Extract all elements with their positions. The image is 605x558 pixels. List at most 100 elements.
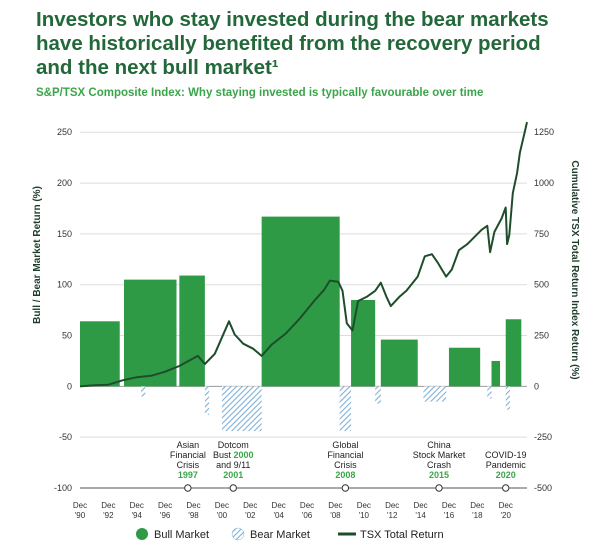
x-tick-label: '96	[160, 511, 171, 520]
chart-title: Investors who stay invested during the b…	[36, 8, 596, 80]
bear-bar	[221, 386, 262, 432]
event-year-inline: 2000	[233, 450, 253, 460]
event-label: Crisis	[177, 460, 200, 470]
x-tick-label: '16	[444, 511, 455, 520]
chart-subtitle: S&P/TSX Composite Index: Why staying inv…	[36, 87, 484, 99]
x-tick-label: Dec	[413, 501, 427, 510]
x-tick-label: Dec	[215, 501, 229, 510]
left-tick-label: 150	[57, 229, 72, 239]
event-label: Global	[332, 440, 358, 450]
event-label: Stock Market	[413, 450, 466, 460]
bull-bar	[380, 339, 418, 387]
left-tick-label: 250	[57, 127, 72, 137]
event-marker	[502, 484, 510, 492]
x-axis: Dec'90Dec'92Dec'94Dec'96Dec'98Dec'00Dec'…	[73, 501, 513, 520]
tsx-total-return-line	[79, 121, 528, 388]
x-tick-label: '06	[302, 511, 313, 520]
bear-bar	[423, 386, 447, 402]
event-label: Asian	[177, 440, 200, 450]
left-tick-label: -50	[59, 432, 72, 442]
left-tick-label: 0	[67, 381, 72, 391]
event-year: 1997	[178, 470, 198, 480]
legend-label: Bull Market	[154, 529, 209, 541]
event-label: Crisis	[334, 460, 357, 470]
left-axis-label: Bull / Bear Market Return (%)	[32, 186, 43, 324]
left-tick-label: 50	[62, 331, 72, 341]
title-line-2: have historically benefited from the rec…	[36, 32, 541, 55]
x-tick-label: '04	[273, 511, 284, 520]
x-tick-label: Dec	[357, 501, 371, 510]
left-tick-label: 100	[57, 280, 72, 290]
tsx-line	[79, 121, 528, 388]
bull-bar	[179, 275, 205, 387]
legend-swatch-bear	[231, 527, 245, 541]
bull-bar	[448, 347, 481, 387]
event-label: Bust 2000	[213, 450, 254, 460]
bull-bar	[123, 279, 177, 387]
x-tick-label: Dec	[158, 501, 172, 510]
event-year: 2015	[429, 470, 449, 480]
event-label: and 9/11	[216, 460, 250, 470]
legend-label: Bear Market	[250, 529, 310, 541]
x-tick-label: Dec	[130, 501, 144, 510]
right-tick-label: -500	[534, 483, 552, 493]
bear-bar	[375, 386, 381, 404]
x-tick-label: '12	[387, 511, 398, 520]
title-line-1: Investors who stay invested during the b…	[36, 8, 549, 31]
legend-label: TSX Total Return	[360, 529, 444, 541]
event-label: Financial	[327, 450, 363, 460]
legend-swatch-bull	[136, 528, 148, 540]
x-tick-label: '18	[472, 511, 483, 520]
right-tick-label: 250	[534, 331, 549, 341]
event-marker	[435, 484, 443, 492]
event-label: Crash	[427, 460, 451, 470]
right-axis: -500 -250 0 250 500 750 1000 1250	[534, 127, 554, 493]
x-tick-label: '10	[359, 511, 370, 520]
bear-bar	[505, 386, 510, 410]
x-tick-label: Dec	[300, 501, 314, 510]
x-tick-label: Dec	[272, 501, 286, 510]
event-label: Pandemic	[486, 460, 527, 470]
x-tick-label: '20	[500, 511, 511, 520]
event-label: China	[427, 440, 451, 450]
x-tick-label: Dec	[499, 501, 513, 510]
x-tick-label: Dec	[186, 501, 200, 510]
right-tick-label: 1000	[534, 178, 554, 188]
bull-bar	[491, 360, 501, 387]
x-tick-label: '02	[245, 511, 256, 520]
x-tick-label: '92	[103, 511, 114, 520]
x-tick-label: Dec	[442, 501, 456, 510]
x-tick-label: Dec	[73, 501, 87, 510]
bear-bar	[204, 386, 210, 415]
left-tick-label: -100	[54, 483, 72, 493]
title-line-3: and the next bull market¹	[36, 56, 279, 79]
bear-bar	[141, 386, 146, 397]
legend: Bull Market Bear Market TSX Total Return	[136, 527, 444, 541]
x-tick-label: '14	[415, 511, 426, 520]
event-label: Financial	[170, 450, 206, 460]
left-tick-label: 200	[57, 178, 72, 188]
event-marker	[341, 484, 350, 492]
right-tick-label: 1250	[534, 127, 554, 137]
bear-bars	[141, 386, 510, 432]
right-tick-label: 500	[534, 280, 549, 290]
right-tick-label: -250	[534, 432, 552, 442]
event-year: 2008	[335, 470, 355, 480]
x-tick-label: '08	[330, 511, 341, 520]
right-tick-label: 0	[534, 381, 539, 391]
event-label: COVID-19	[485, 450, 527, 460]
left-axis: -100 -50 0 50 100 150 200 250	[54, 127, 72, 493]
right-axis-label: Cumulative TSX Total Return Index Return…	[569, 160, 580, 379]
x-tick-label: Dec	[328, 501, 342, 510]
event-year: 2020	[496, 470, 516, 480]
x-tick-label: Dec	[101, 501, 115, 510]
event-year: 2001	[223, 470, 243, 480]
event-label: Dotcom	[218, 440, 249, 450]
right-tick-label: 750	[534, 229, 549, 239]
bear-bar	[339, 386, 352, 432]
x-tick-label: Dec	[385, 501, 399, 510]
bull-bar	[505, 319, 522, 387]
bull-bar	[80, 321, 120, 387]
